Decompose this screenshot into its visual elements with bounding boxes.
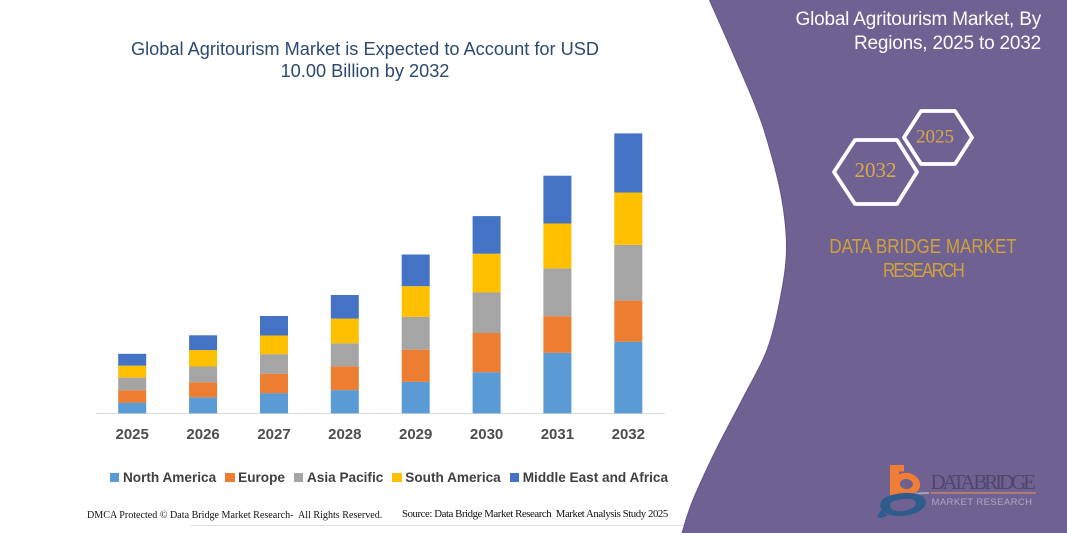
svg-text:DATA BRIDGE: DATA BRIDGE — [931, 470, 1037, 494]
svg-text:2025: 2025 — [916, 127, 954, 148]
svg-text:MARKET RESEARCH: MARKET RESEARCH — [932, 497, 1033, 508]
svg-text:2032: 2032 — [855, 158, 897, 182]
